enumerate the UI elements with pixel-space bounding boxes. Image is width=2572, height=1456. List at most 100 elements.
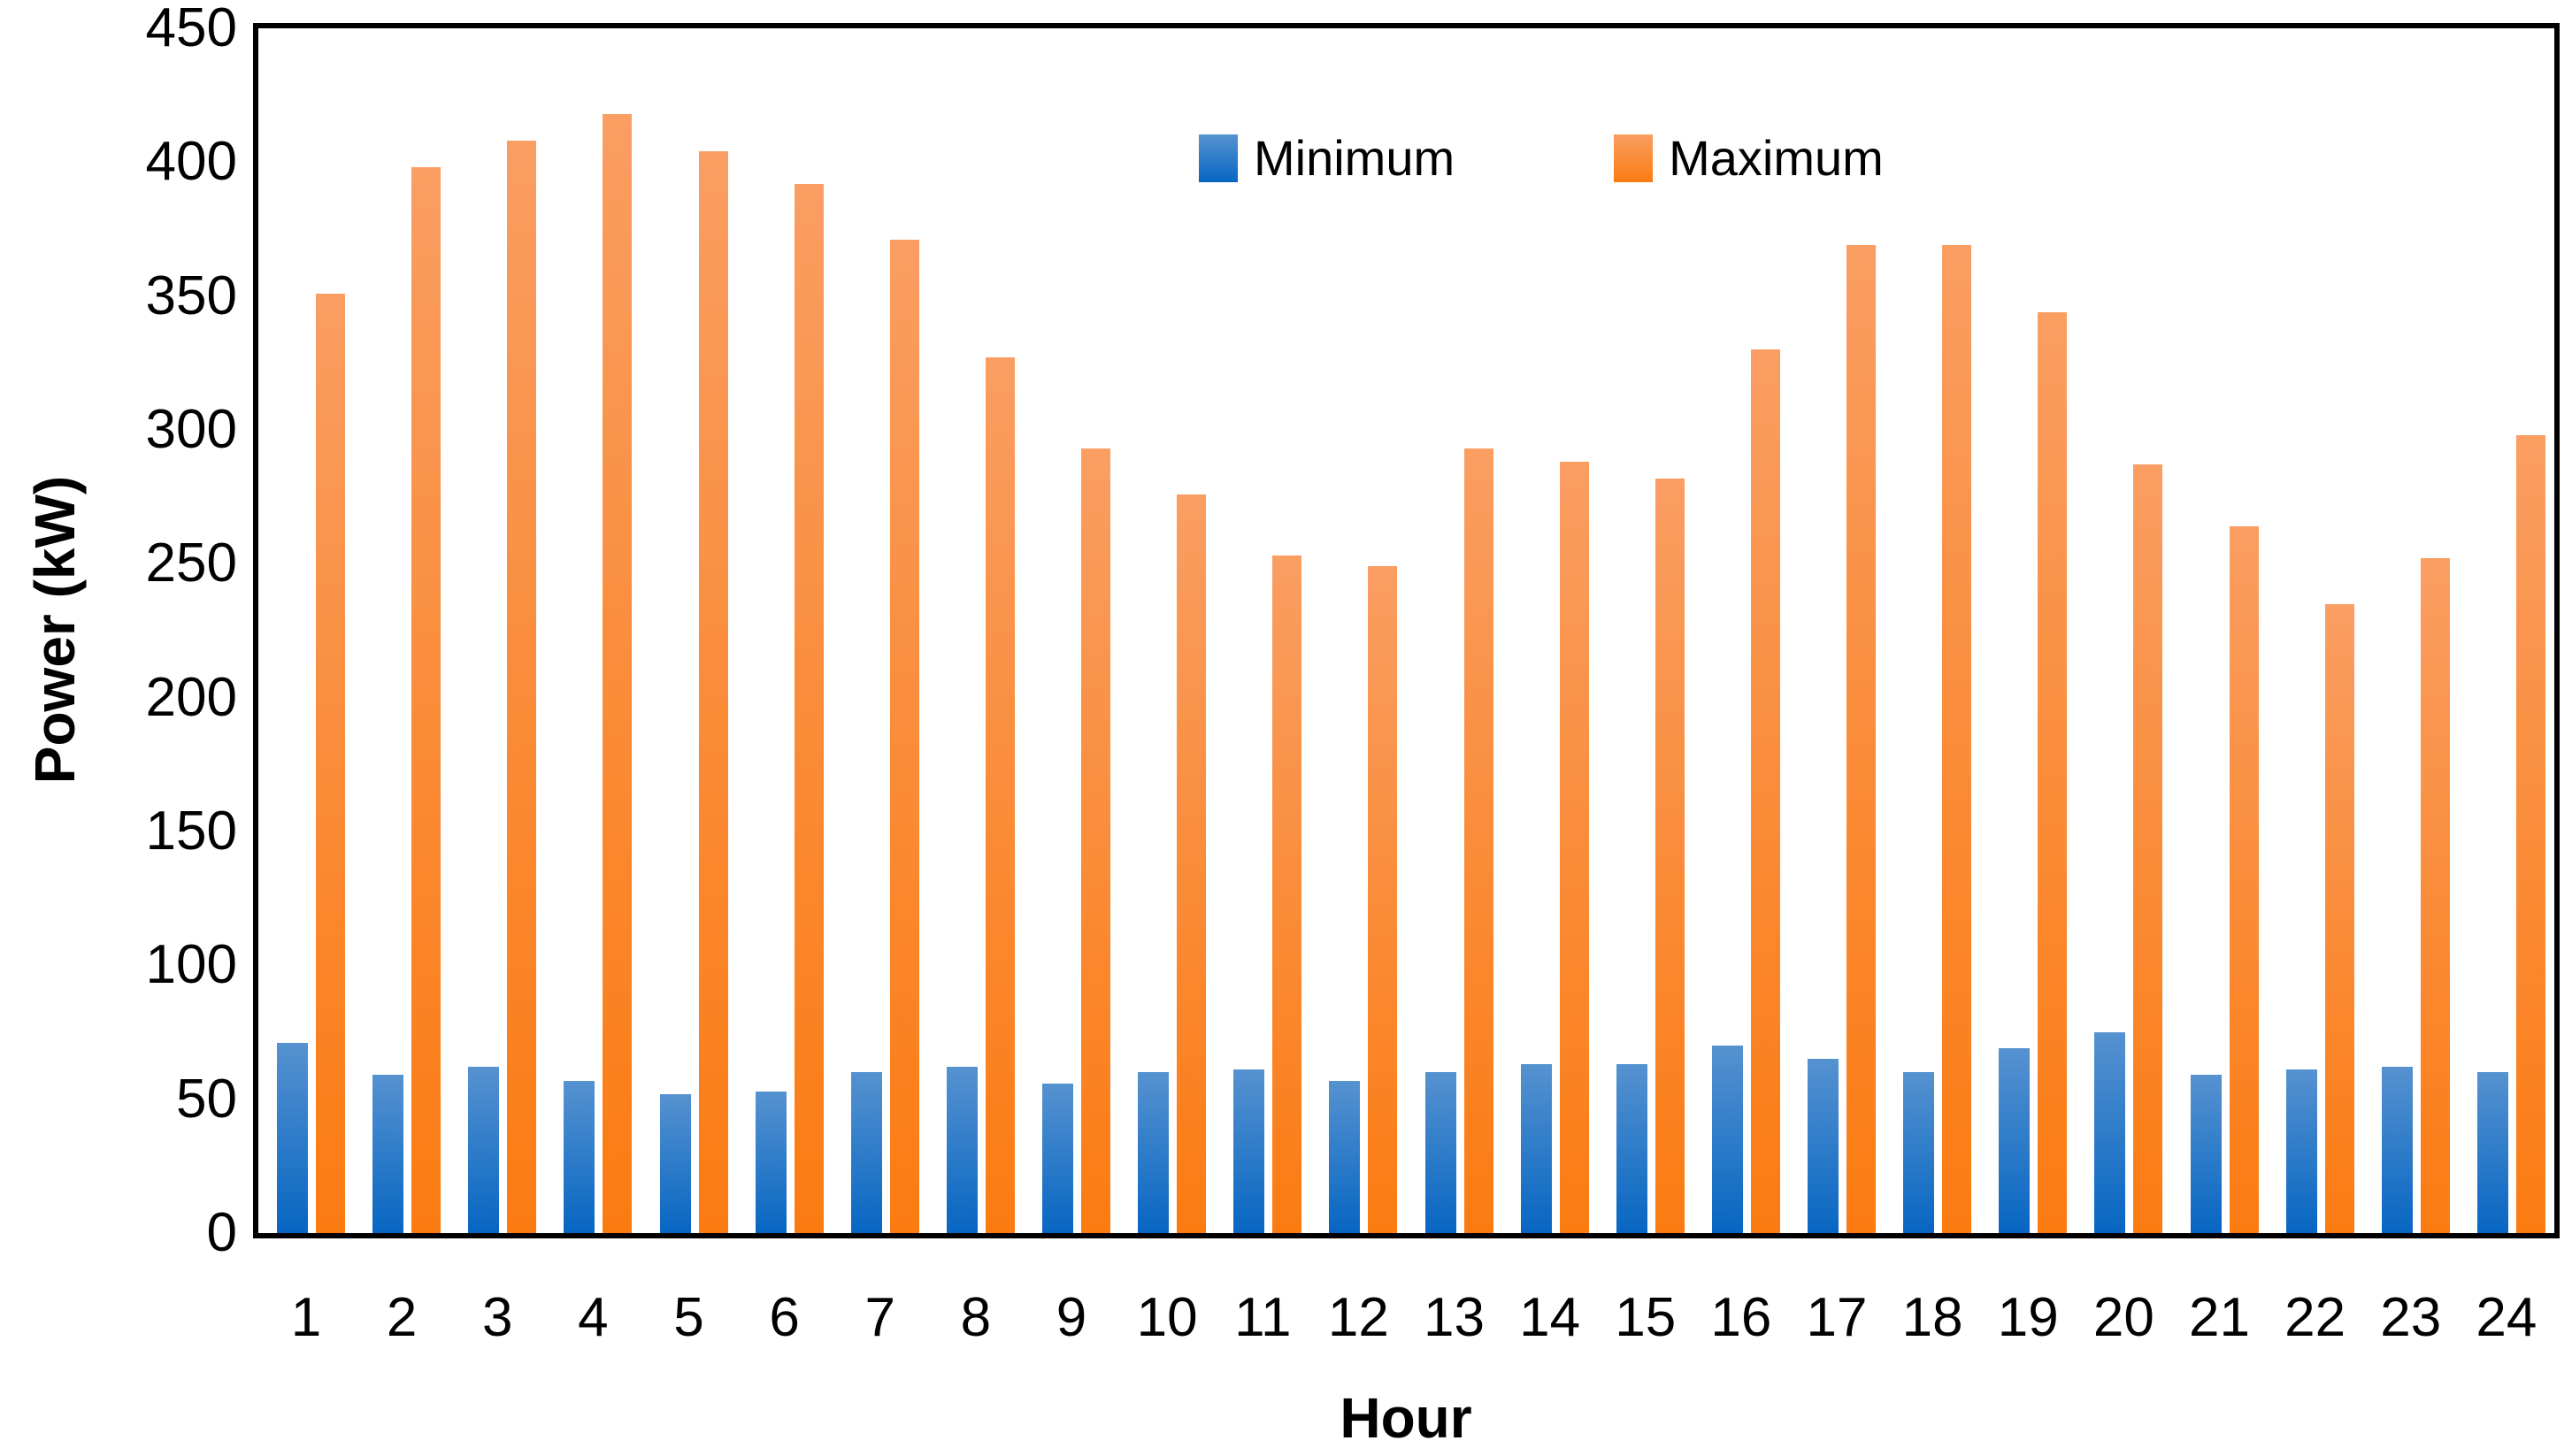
x-tick-label: 24 xyxy=(2476,1287,2537,1348)
bar-minimum-hour-9 xyxy=(1042,1083,1073,1233)
x-tick-label: 14 xyxy=(1519,1287,1581,1348)
legend-label-minimum: Minimum xyxy=(1254,130,1455,186)
bar-minimum-hour-17 xyxy=(1808,1059,1839,1233)
x-tick-label: 6 xyxy=(769,1287,800,1348)
y-tick-label: 300 xyxy=(145,399,237,460)
bar-maximum-hour-20 xyxy=(2133,464,2163,1233)
bar-group xyxy=(1693,28,1789,1233)
x-tick-label: 7 xyxy=(864,1287,895,1348)
x-tick-label: 4 xyxy=(578,1287,609,1348)
bar-group xyxy=(1502,28,1598,1233)
bar-group xyxy=(1119,28,1215,1233)
bar-maximum-hour-6 xyxy=(794,183,824,1233)
x-tick-label: 23 xyxy=(2380,1287,2442,1348)
x-tick-label: 11 xyxy=(1234,1287,1292,1348)
bar-group xyxy=(1024,28,1119,1233)
maximum-series-swatch-icon xyxy=(1614,134,1654,182)
bar-minimum-hour-10 xyxy=(1138,1072,1170,1233)
bar-maximum-hour-8 xyxy=(985,357,1015,1233)
bar-group xyxy=(1310,28,1406,1233)
y-tick-label: 450 xyxy=(145,0,237,58)
bar-minimum-hour-6 xyxy=(755,1091,787,1233)
plot-area xyxy=(253,23,2560,1238)
bar-minimum-hour-8 xyxy=(946,1067,978,1233)
bar-group xyxy=(2268,28,2363,1233)
bar-minimum-hour-13 xyxy=(1424,1072,1456,1233)
y-tick-label: 200 xyxy=(145,666,237,728)
bar-maximum-hour-22 xyxy=(2324,603,2354,1233)
x-tick-label: 17 xyxy=(1806,1287,1868,1348)
bar-group xyxy=(2172,28,2268,1233)
bar-group xyxy=(641,28,737,1233)
y-tick-label: 150 xyxy=(145,801,237,862)
x-tick-label: 22 xyxy=(2284,1287,2346,1348)
y-axis-title: Power (kW) xyxy=(23,475,87,785)
x-tick-label: 20 xyxy=(2092,1287,2154,1348)
bar-maximum-hour-17 xyxy=(1846,245,1876,1233)
legend-label-maximum: Maximum xyxy=(1669,130,1884,186)
bar-minimum-hour-22 xyxy=(2285,1069,2317,1233)
bar-minimum-hour-12 xyxy=(1329,1080,1361,1233)
y-tick-label: 250 xyxy=(145,533,237,594)
bar-minimum-hour-23 xyxy=(2381,1067,2413,1233)
x-tick-label: 18 xyxy=(1901,1287,1963,1348)
bar-group xyxy=(1407,28,1502,1233)
x-tick-label: 10 xyxy=(1136,1287,1198,1348)
x-tick-label: 8 xyxy=(960,1287,992,1348)
bar-group xyxy=(1598,28,1693,1233)
bar-maximum-hour-7 xyxy=(889,240,919,1233)
bar-minimum-hour-24 xyxy=(2476,1072,2508,1233)
legend-item-maximum: Maximum xyxy=(1614,129,1884,187)
x-tick-label: 15 xyxy=(1615,1287,1677,1348)
x-tick-label: 21 xyxy=(2189,1287,2250,1348)
legend-item-minimum: Minimum xyxy=(1199,129,1455,187)
bar-minimum-hour-2 xyxy=(372,1075,404,1233)
bar-minimum-hour-5 xyxy=(659,1093,691,1233)
bar-minimum-hour-1 xyxy=(277,1043,308,1233)
bar-minimum-hour-15 xyxy=(1616,1064,1647,1233)
bar-group xyxy=(2459,28,2554,1233)
bar-group xyxy=(737,28,833,1233)
bar-minimum-hour-14 xyxy=(1520,1064,1552,1233)
bar-maximum-hour-23 xyxy=(2420,558,2450,1233)
bar-minimum-hour-20 xyxy=(2094,1032,2126,1233)
bar-maximum-hour-2 xyxy=(411,167,441,1233)
bar-minimum-hour-18 xyxy=(1903,1072,1935,1233)
y-tick-label: 350 xyxy=(145,264,237,326)
bar-maximum-hour-9 xyxy=(1081,448,1110,1233)
x-tick-label: 1 xyxy=(290,1287,322,1348)
bar-group xyxy=(1789,28,1885,1233)
bar-group xyxy=(449,28,545,1233)
bar-group xyxy=(545,28,641,1233)
x-tick-label: 3 xyxy=(482,1287,513,1348)
bar-group xyxy=(1215,28,1310,1233)
y-tick-label: 100 xyxy=(145,934,237,996)
bar-maximum-hour-5 xyxy=(698,151,728,1233)
x-tick-label: 2 xyxy=(386,1287,418,1348)
bar-minimum-hour-4 xyxy=(564,1080,595,1233)
bar-group xyxy=(2076,28,2171,1233)
bar-minimum-hour-19 xyxy=(1999,1048,2031,1233)
bar-maximum-hour-3 xyxy=(507,141,537,1233)
bar-group xyxy=(2363,28,2459,1233)
bar-minimum-hour-16 xyxy=(1711,1046,1743,1233)
bar-maximum-hour-10 xyxy=(1177,494,1207,1233)
bar-group xyxy=(1980,28,2076,1233)
bar-maximum-hour-19 xyxy=(2038,311,2068,1233)
x-axis-title: Hour xyxy=(1340,1386,1472,1450)
x-tick-label: 5 xyxy=(673,1287,704,1348)
x-tick-label: 9 xyxy=(1056,1287,1087,1348)
minimum-series-swatch-icon xyxy=(1199,134,1238,182)
y-tick-label: 0 xyxy=(206,1202,237,1263)
bars-row xyxy=(258,28,2554,1233)
bar-maximum-hour-12 xyxy=(1368,566,1398,1233)
bar-maximum-hour-11 xyxy=(1272,556,1302,1233)
bar-maximum-hour-1 xyxy=(316,293,345,1233)
bar-maximum-hour-16 xyxy=(1750,349,1780,1233)
bar-minimum-hour-7 xyxy=(850,1072,882,1233)
bar-group xyxy=(833,28,928,1233)
y-tick-label: 50 xyxy=(176,1068,237,1130)
bar-maximum-hour-15 xyxy=(1655,478,1685,1233)
bar-maximum-hour-21 xyxy=(2229,526,2259,1233)
